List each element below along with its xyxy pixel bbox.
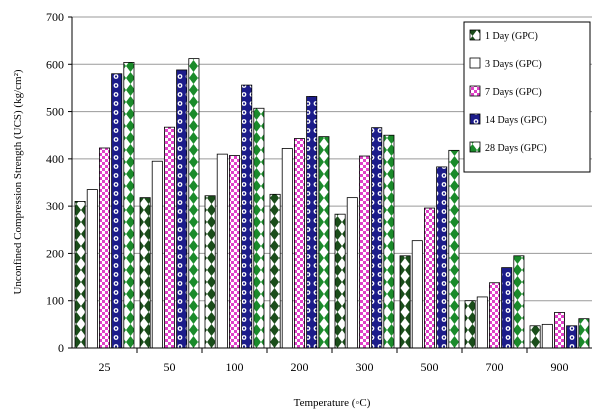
bar bbox=[541, 323, 553, 349]
bar bbox=[281, 148, 293, 349]
bar bbox=[423, 207, 435, 349]
legend-label: 14 Days (GPC) bbox=[485, 115, 547, 126]
bar bbox=[306, 96, 318, 349]
y-tick-label: 0 bbox=[58, 341, 64, 355]
bar bbox=[151, 160, 163, 349]
y-tick-label: 500 bbox=[46, 105, 64, 119]
bar bbox=[464, 300, 476, 349]
legend-swatch bbox=[469, 113, 481, 125]
bars bbox=[74, 58, 590, 349]
bar bbox=[476, 296, 488, 349]
x-tick-label: 200 bbox=[291, 360, 309, 374]
bar bbox=[139, 197, 151, 349]
x-tick-label: 500 bbox=[421, 360, 439, 374]
legend-label: 3 Days (GPC) bbox=[485, 59, 542, 70]
x-tick-label: 50 bbox=[164, 360, 176, 374]
y-tick-label: 100 bbox=[46, 294, 64, 308]
x-axis-title: Temperature (◦C) bbox=[294, 397, 371, 409]
bar bbox=[204, 195, 216, 349]
bar bbox=[399, 255, 411, 349]
bar bbox=[436, 166, 448, 349]
bar bbox=[216, 153, 228, 349]
bar bbox=[488, 282, 500, 349]
y-tick-label: 600 bbox=[46, 57, 64, 71]
bar bbox=[371, 127, 383, 349]
bar bbox=[228, 155, 240, 349]
bar bbox=[293, 138, 305, 349]
bar bbox=[269, 193, 281, 349]
bar bbox=[411, 240, 423, 349]
x-tick-label: 100 bbox=[226, 360, 244, 374]
bar bbox=[123, 61, 135, 349]
y-tick-label: 400 bbox=[46, 152, 64, 166]
legend-label: 1 Day (GPC) bbox=[485, 31, 538, 42]
bar bbox=[86, 189, 98, 349]
x-tick-label: 900 bbox=[551, 360, 569, 374]
bar bbox=[554, 312, 566, 349]
bar bbox=[318, 136, 330, 349]
legend-swatch bbox=[469, 57, 481, 69]
legend-label: 7 Days (GPC) bbox=[485, 87, 542, 98]
bar bbox=[566, 325, 578, 349]
legend-swatch bbox=[469, 85, 481, 97]
x-tick-label: 25 bbox=[99, 360, 111, 374]
bar bbox=[163, 126, 175, 349]
bar bbox=[513, 255, 525, 349]
bar bbox=[111, 73, 123, 349]
legend-swatch bbox=[469, 141, 481, 153]
bar bbox=[501, 267, 513, 349]
bar bbox=[529, 325, 541, 349]
bar bbox=[448, 149, 460, 349]
x-tick-labels: 25 50 100 200 300 500 700 900 bbox=[99, 348, 569, 374]
bar bbox=[383, 134, 395, 349]
bar bbox=[188, 58, 200, 349]
bar bbox=[176, 69, 188, 349]
bar bbox=[241, 84, 253, 349]
y-axis-title: Unconfined Compression Strength (UCS) (k… bbox=[12, 69, 24, 294]
bar bbox=[74, 201, 86, 349]
x-tick-label: 300 bbox=[356, 360, 374, 374]
bar bbox=[346, 197, 358, 349]
y-tick-labels: 0 100 200 300 400 500 600 700 bbox=[46, 10, 72, 355]
bar bbox=[358, 155, 370, 349]
y-tick-label: 300 bbox=[46, 199, 64, 213]
y-tick-label: 700 bbox=[46, 10, 64, 24]
legend-box bbox=[463, 21, 591, 173]
bar bbox=[253, 107, 265, 349]
legend-swatch bbox=[469, 29, 481, 41]
y-tick-label: 200 bbox=[46, 246, 64, 260]
legend: 1 Day (GPC) 3 Days (GPC) 7 Days (GPC) 14 Da… bbox=[463, 21, 591, 173]
bar bbox=[99, 147, 111, 349]
x-tick-label: 700 bbox=[486, 360, 504, 374]
bar bbox=[334, 213, 346, 349]
bar bbox=[578, 318, 590, 349]
legend-label: 28 Days (GPC) bbox=[485, 143, 547, 154]
